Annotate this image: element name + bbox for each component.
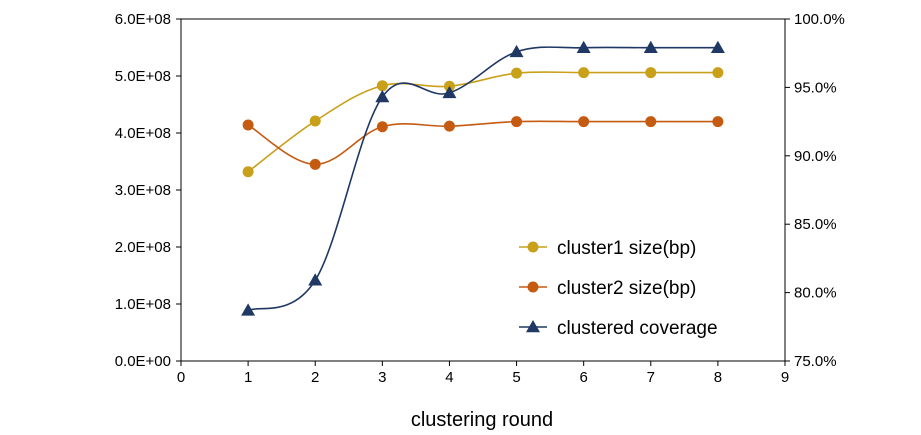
series-2-point [242,119,254,131]
legend-label: clustered coverage [557,318,718,339]
legend-item: clustered coverage [519,318,718,339]
series-3-point [375,89,390,103]
x-axis-title: clustering round [411,409,553,431]
x-tick-label: 0 [177,369,185,386]
series-2-point [511,116,523,128]
series-2-point [309,158,321,170]
series-1-point [242,166,254,178]
series-2-point [578,116,590,128]
x-tick-label: 7 [647,369,655,386]
series-3-point [241,303,256,316]
y-left-tick-label: 5.0E+08 [115,68,171,85]
y-right-tick-label: 95.0% [794,79,837,96]
x-tick-label: 8 [714,369,722,386]
series-3-line [247,46,718,312]
series-3-point [442,85,457,99]
series-1-point [645,67,657,79]
series-1-point [578,67,590,79]
legend-item: cluster2 size(bp) [519,278,696,299]
series-1-point [376,80,388,92]
series-3-point [643,40,658,53]
x-tick-label: 1 [244,369,252,386]
y-right-tick-label: 90.0% [794,148,837,165]
x-tick-label: 3 [378,369,386,386]
axes: 0 1 2 3 4 5 6 7 8 9 0.0E+00 1.0E+08 2.0E+08 3.0E+08 4.… [115,11,845,386]
x-tick-label: 2 [311,369,319,386]
y-right-tick-label: 85.0% [794,216,837,233]
y-left-tick-label: 0.0E+00 [115,353,171,370]
series-3-point [576,40,591,53]
series-1-point [712,67,724,79]
legend-swatch-marker [527,241,539,253]
series-2-point [376,121,388,133]
legend-item: cluster1 size(bp) [519,238,696,259]
legend-swatch-marker [527,281,539,293]
legend: cluster1 size(bp) cluster2 size(bp) cluste… [519,238,718,339]
y-right-tick-label: 100.0% [794,11,845,28]
series-2 [242,116,724,170]
y-left-tick-label: 6.0E+08 [115,11,171,28]
series-2-point [712,116,724,128]
x-tick-label: 9 [781,369,789,386]
series-3-point [308,273,323,286]
series-3 [241,40,725,316]
x-tick-label: 5 [512,369,520,386]
series-3-point [509,44,524,58]
x-tick-label: 6 [579,369,587,386]
y-left-tick-label: 1.0E+08 [115,296,171,313]
x-tick-label: 4 [445,369,453,386]
y-right-tick-label: 80.0% [794,285,837,302]
legend-label: cluster2 size(bp) [557,278,696,299]
series-2-point [645,116,657,128]
series-layer [241,40,725,316]
series-2-line [247,120,718,166]
y-left-tick-label: 2.0E+08 [115,239,171,256]
series-1 [242,67,724,178]
y-right-tick-label: 75.0% [794,353,837,370]
y-left-tick-label: 3.0E+08 [115,182,171,199]
series-2-point [443,120,455,132]
series-3-point [710,40,725,53]
series-1-point [511,67,523,79]
legend-swatch-marker [526,320,540,333]
legend-label: cluster1 size(bp) [557,238,696,259]
series-1-point [309,115,321,127]
y-left-tick-label: 4.0E+08 [115,125,171,142]
